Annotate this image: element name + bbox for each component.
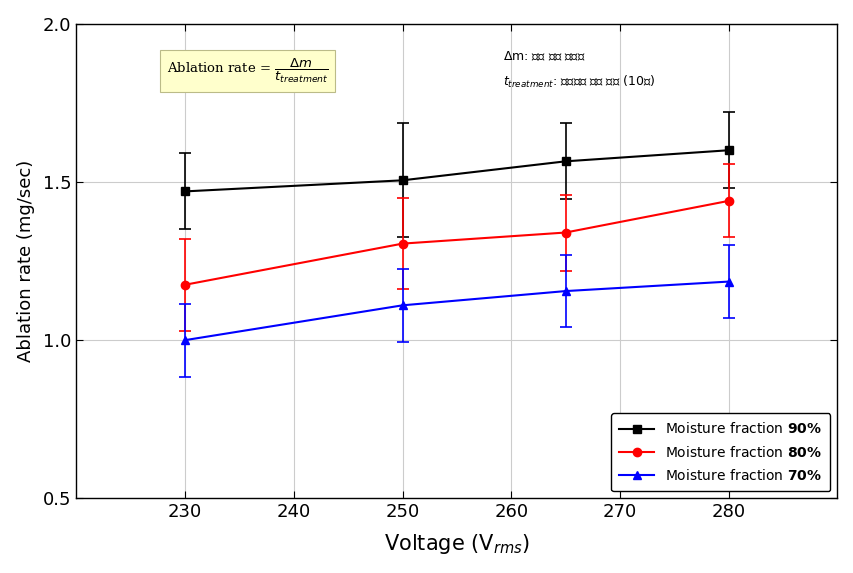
Y-axis label: Ablation rate (mg/sec): Ablation rate (mg/sec)	[17, 160, 35, 362]
Text: $t_{treatment}$: 플라즈마 처리 시간 (10분): $t_{treatment}$: 플라즈마 처리 시간 (10분)	[502, 73, 654, 89]
Text: Ablation rate = $\dfrac{\Delta m}{t_{treatment}}$: Ablation rate = $\dfrac{\Delta m}{t_{tre…	[166, 57, 328, 85]
Text: $\Delta$m: 처리 전후 질량차: $\Delta$m: 처리 전후 질량차	[502, 50, 584, 63]
X-axis label: Voltage (V$_{rms}$): Voltage (V$_{rms}$)	[384, 532, 530, 556]
Legend: Moisture fraction $\mathbf{90\%}$, Moisture fraction $\mathbf{80\%}$, Moisture f: Moisture fraction $\mathbf{90\%}$, Moist…	[610, 413, 829, 492]
